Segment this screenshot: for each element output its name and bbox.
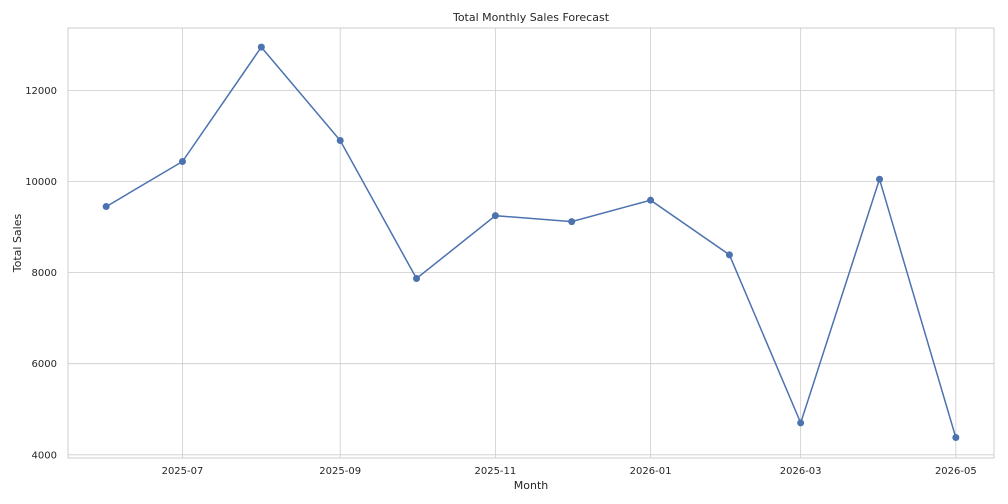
y-tick-label: 10000 (25, 177, 57, 188)
tick-labels: 2025-07 2025-09 2025-11 2026-01 2026-03 2026-… (25, 86, 977, 477)
data-point (336, 137, 344, 145)
x-tick-label: 2026-05 (935, 466, 977, 477)
plot-area (67, 27, 995, 459)
data-point (952, 434, 960, 442)
series (102, 43, 960, 442)
y-axis-label: Total Sales (11, 214, 24, 274)
data-point (647, 196, 655, 204)
data-point (413, 275, 421, 283)
x-tick-label: 2026-01 (630, 466, 672, 477)
y-tick-label: 8000 (32, 268, 57, 279)
x-tick-label: 2025-09 (319, 466, 361, 477)
y-tick-label: 4000 (32, 450, 57, 461)
data-point (568, 218, 576, 226)
y-tick-label: 6000 (32, 359, 57, 370)
data-point (257, 43, 265, 51)
x-tick-label: 2025-11 (474, 466, 516, 477)
data-point (102, 203, 110, 211)
x-tick-label: 2026-03 (780, 466, 822, 477)
data-point (725, 251, 733, 259)
chart-title: Total Monthly Sales Forecast (452, 11, 610, 24)
data-point (876, 175, 884, 183)
series-line (105, 45, 957, 438)
data-point (178, 157, 186, 165)
data-point (797, 419, 805, 427)
y-tick-label: 12000 (25, 86, 57, 97)
grid (68, 28, 994, 458)
x-tick-label: 2025-07 (162, 466, 204, 477)
data-point (491, 212, 499, 220)
x-axis-label: Month (514, 479, 549, 492)
